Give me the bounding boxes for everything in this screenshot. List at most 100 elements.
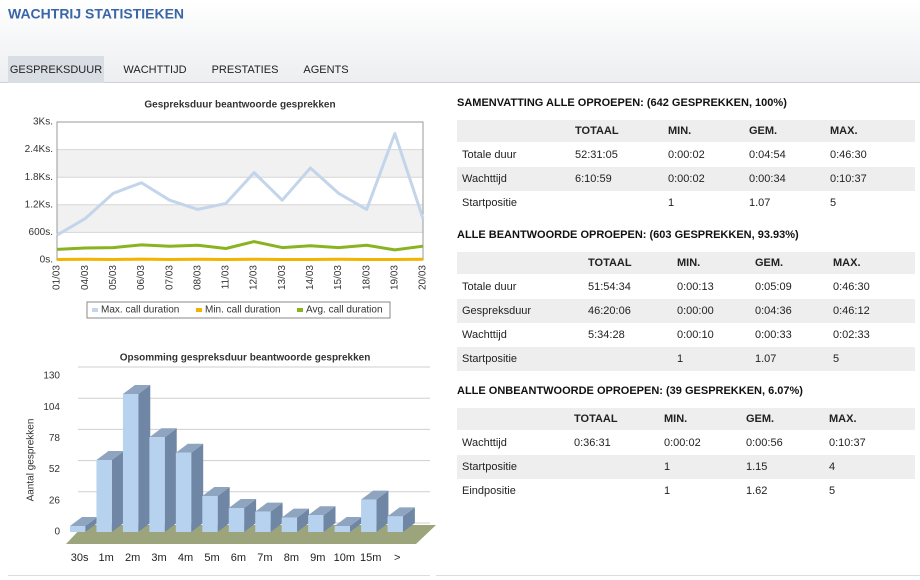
tabs: GESPREKSDUUR WACHTTIJD PRESTATIES AGENTS bbox=[8, 56, 349, 83]
total-link[interactable]: 46:20:06 bbox=[588, 305, 631, 317]
x-tick-label: 10m bbox=[334, 552, 355, 564]
line-chart: Gespreksduur beantwoorde gesprekken 0s. 60… bbox=[25, 100, 429, 319]
y-tick-label: 0 bbox=[54, 527, 60, 538]
bar-side bbox=[85, 517, 98, 532]
cell: 0:00:34 bbox=[749, 173, 786, 185]
y-tick-label: 3Ks. bbox=[33, 117, 53, 128]
bar-side bbox=[164, 428, 177, 532]
row-label: Startpositie bbox=[462, 461, 517, 473]
bar bbox=[255, 511, 271, 532]
cell: 0:00:02 bbox=[668, 149, 705, 161]
top-bar bbox=[0, 0, 920, 82]
x-tick-label: 19/03 bbox=[389, 265, 400, 290]
y-tick-label: 52 bbox=[49, 464, 61, 475]
bar-top bbox=[387, 507, 415, 517]
cell: 0:04:54 bbox=[749, 149, 786, 161]
cell: 0:00:10 bbox=[677, 329, 714, 341]
tables: SAMENVATTING ALLE OPROEPEN: (642 GESPREK… bbox=[457, 97, 915, 497]
x-tick-label: 08/03 bbox=[192, 265, 203, 290]
tab[interactable]: GESPREKSDUUR bbox=[10, 64, 102, 76]
total-link[interactable]: 51:54:34 bbox=[588, 281, 631, 293]
cell: 1 bbox=[664, 485, 670, 497]
bar-side bbox=[376, 490, 389, 532]
tab[interactable]: AGENTS bbox=[303, 64, 348, 76]
x-tick-label: 7m bbox=[257, 552, 272, 564]
x-tick-label: 05/03 bbox=[108, 265, 119, 290]
x-tick-label: 13/03 bbox=[277, 265, 288, 290]
section-title: ALLE ONBEANTWOORDE OPROEPEN: (39 GESPREK… bbox=[457, 385, 803, 397]
cell: 0:00:02 bbox=[664, 437, 701, 449]
row-label: Gespreksduur bbox=[462, 305, 531, 317]
cell: 1 bbox=[664, 461, 670, 473]
tab[interactable]: WACHTTIJD bbox=[123, 64, 186, 76]
cell: 0:00:56 bbox=[746, 437, 783, 449]
y-tick-label: 1.2Ks. bbox=[25, 199, 53, 210]
row-label: Totale duur bbox=[462, 149, 517, 161]
x-tick-label: 4m bbox=[178, 552, 193, 564]
column-header: TOTAAL bbox=[588, 257, 632, 269]
x-tick-label: 30s bbox=[71, 552, 89, 564]
x-tick-label: 1m bbox=[98, 552, 113, 564]
x-tick-label: 11/03 bbox=[221, 265, 232, 290]
bar-side bbox=[402, 507, 415, 532]
bar bbox=[334, 526, 350, 532]
cell: 0:04:36 bbox=[755, 305, 792, 317]
x-tick-label: 18/03 bbox=[361, 265, 372, 290]
bar-top bbox=[202, 487, 230, 496]
cell: 4 bbox=[829, 461, 835, 473]
bar bbox=[70, 526, 86, 532]
header-row-bg bbox=[457, 252, 915, 274]
column-header: MAX. bbox=[833, 257, 861, 269]
cell: 0:00:13 bbox=[677, 281, 714, 293]
bar-side bbox=[217, 487, 230, 532]
column-header: TOTAAL bbox=[575, 125, 619, 137]
total-link[interactable]: 0:36:31 bbox=[574, 437, 611, 449]
cell: 0:10:37 bbox=[830, 173, 867, 185]
cell: 5 bbox=[833, 353, 839, 365]
band bbox=[57, 204, 423, 233]
cell: 0:02:33 bbox=[833, 329, 870, 341]
cell: 0:00:00 bbox=[677, 305, 714, 317]
row-bg bbox=[457, 167, 915, 191]
column-header: MAX. bbox=[830, 125, 858, 137]
bar-side bbox=[297, 508, 310, 532]
series-line bbox=[56, 240, 424, 252]
row-bg bbox=[457, 347, 915, 371]
row-label: Startpositie bbox=[462, 197, 517, 209]
cell: 1.07 bbox=[755, 353, 776, 365]
bar bbox=[175, 452, 192, 532]
series-line bbox=[56, 132, 425, 237]
x-tick-label: 8m bbox=[284, 552, 299, 564]
tab[interactable]: PRESTATIES bbox=[212, 64, 279, 76]
bar-top bbox=[308, 506, 336, 516]
cell: 1.07 bbox=[749, 197, 770, 209]
bar-side bbox=[111, 451, 124, 532]
row-label: Wachttijd bbox=[462, 329, 507, 341]
column-header: GEM. bbox=[749, 125, 777, 137]
bar bbox=[281, 517, 298, 532]
x-tick-label: 12/03 bbox=[249, 265, 260, 290]
bar bbox=[96, 460, 112, 532]
bar bbox=[228, 508, 245, 532]
header-row-bg bbox=[457, 120, 915, 142]
legend-box bbox=[86, 301, 391, 319]
bar-top bbox=[334, 517, 362, 526]
legend-label: Max. call duration bbox=[101, 305, 179, 316]
legend-label: Min. call duration bbox=[205, 305, 281, 316]
cell: 0:05:09 bbox=[755, 281, 792, 293]
band bbox=[57, 149, 423, 178]
row-bg bbox=[457, 299, 915, 323]
cell: 1.15 bbox=[746, 461, 767, 473]
column-header: MIN. bbox=[668, 125, 691, 137]
total-link[interactable]: 5:34:28 bbox=[588, 329, 625, 341]
x-tick-label: 04/03 bbox=[80, 265, 91, 290]
row-label: Totale duur bbox=[462, 281, 517, 293]
cell: 5 bbox=[830, 197, 836, 209]
cell: 52:31:05 bbox=[575, 149, 618, 161]
column-header: GEM. bbox=[755, 257, 783, 269]
x-tick-label: 07/03 bbox=[164, 265, 175, 290]
bar-side bbox=[349, 517, 362, 532]
column-header: MIN. bbox=[664, 413, 687, 425]
section-title: ALLE BEANTWOORDE OPROEPEN: (603 GESPREKK… bbox=[457, 229, 799, 241]
